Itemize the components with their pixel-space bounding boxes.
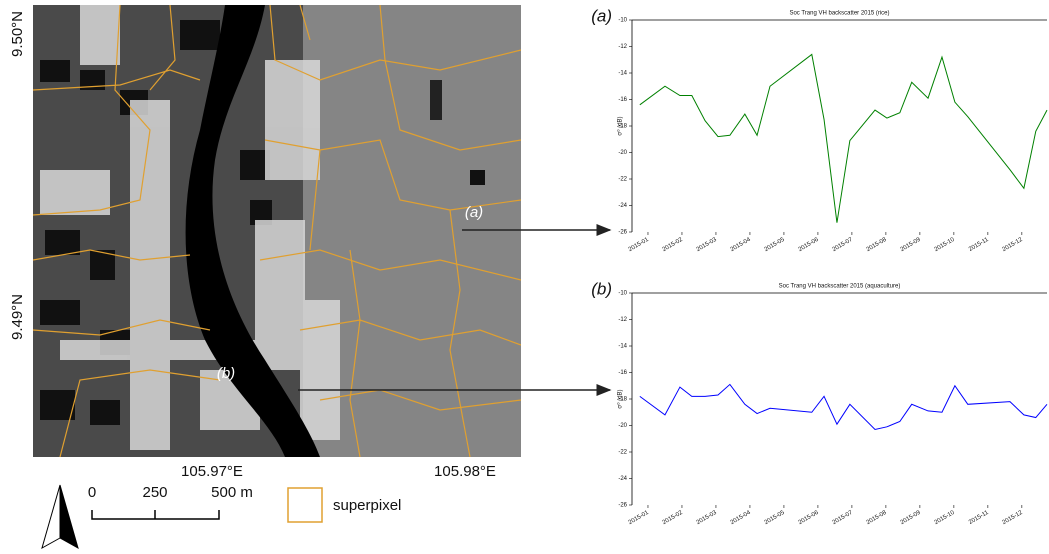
y-tick-label: -14	[618, 344, 627, 350]
scale-label: 0	[88, 484, 96, 501]
legend-swatch	[287, 487, 323, 523]
point-label: (b)	[217, 365, 235, 382]
x-tick-label: 2015-10	[934, 237, 957, 254]
y-tick-label: -18	[618, 124, 627, 130]
north-arrow	[41, 484, 61, 550]
x-tick-label: 2015-04	[730, 510, 753, 527]
x-tick-label: 2015-05	[764, 237, 787, 254]
y-tick-label: -22	[618, 177, 627, 183]
x-tick-label: 2015-12	[1002, 510, 1025, 527]
y-tick-label: -12	[618, 44, 627, 50]
x-tick-label: 2015-03	[696, 510, 719, 527]
y-axis-label: σ⁰ (dB)	[617, 116, 624, 135]
y-tick-label: -24	[618, 203, 627, 209]
satellite-map	[33, 5, 521, 457]
scale-bar	[91, 510, 220, 520]
y-axis-label: σ⁰ (dB)	[617, 389, 624, 408]
legend-label: superpixel	[333, 497, 401, 514]
y-tick-label: -26	[618, 503, 627, 509]
lon-label: 105.97°E	[181, 463, 243, 480]
point-label: (a)	[465, 204, 483, 221]
x-tick-label: 2015-06	[798, 237, 821, 254]
x-tick-label: 2015-02	[662, 510, 685, 527]
y-tick-label: -22	[618, 450, 627, 456]
x-tick-label: 2015-06	[798, 510, 821, 527]
chart-title: Soc Trang VH backscatter 2015 (rice)	[789, 11, 889, 17]
x-tick-label: 2015-05	[764, 510, 787, 527]
y-tick-label: -14	[618, 71, 627, 77]
data-line	[639, 383, 1048, 431]
y-tick-label: -16	[618, 97, 627, 103]
x-tick-label: 2015-03	[696, 237, 719, 254]
scale-label: 250	[142, 484, 167, 501]
lon-label: 105.98°E	[434, 463, 496, 480]
y-tick-label: -20	[618, 423, 627, 429]
x-tick-label: 2015-09	[900, 510, 923, 527]
y-tick-label: -10	[618, 18, 627, 24]
x-tick-label: 2015-10	[934, 510, 957, 527]
y-tick-label: -20	[618, 150, 627, 156]
x-tick-label: 2015-11	[968, 237, 990, 253]
x-tick-label: 2015-01	[628, 510, 651, 527]
x-tick-label: 2015-07	[832, 237, 855, 254]
x-tick-label: 2015-12	[1002, 237, 1025, 254]
x-tick-label: 2015-01	[628, 237, 651, 254]
x-tick-label: 2015-11	[968, 510, 990, 526]
x-tick-label: 2015-07	[832, 510, 855, 527]
x-tick-label: 2015-09	[900, 237, 923, 254]
panel-label: (a)	[591, 6, 612, 25]
scale-label: 500 m	[211, 484, 253, 501]
data-line	[639, 53, 1048, 223]
x-tick-label: 2015-08	[866, 510, 889, 527]
lat-label: 9.50°N	[9, 11, 26, 57]
y-tick-label: -12	[618, 317, 627, 323]
y-tick-label: -16	[618, 370, 627, 376]
north-arrow	[59, 484, 79, 550]
y-tick-label: -10	[618, 291, 627, 297]
x-tick-label: 2015-08	[866, 237, 889, 254]
x-tick-label: 2015-04	[730, 237, 753, 254]
x-tick-label: 2015-02	[662, 237, 685, 254]
y-tick-label: -26	[618, 230, 627, 236]
panel-label: (b)	[591, 279, 612, 298]
y-tick-label: -18	[618, 397, 627, 403]
chart-title: Soc Trang VH backscatter 2015 (aquacultu…	[779, 284, 901, 290]
lat-label: 9.49°N	[9, 294, 26, 340]
y-tick-label: -24	[618, 476, 627, 482]
